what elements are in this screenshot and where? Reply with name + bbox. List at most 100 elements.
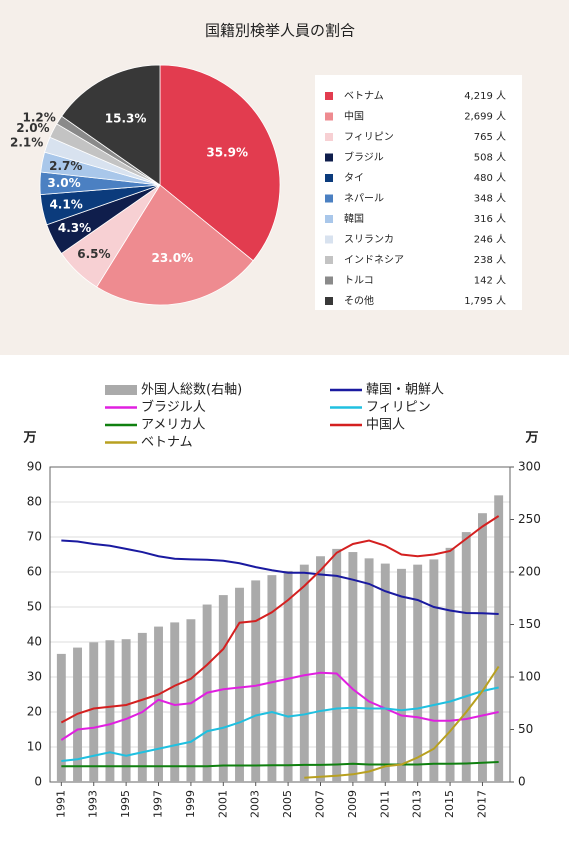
bar xyxy=(89,642,99,782)
legend-label: 韓国 xyxy=(344,213,364,225)
y2-tick-label: 200 xyxy=(518,565,541,579)
y-tick-label: 0 xyxy=(34,775,42,789)
bar xyxy=(413,564,423,782)
legend-swatch xyxy=(325,174,333,182)
legend-swatch xyxy=(325,153,333,162)
legend-label: トルコ xyxy=(344,276,374,287)
bar xyxy=(478,513,487,782)
slice-label: 4.3% xyxy=(58,221,91,235)
y2-tick-label: 250 xyxy=(518,512,541,526)
legend-swatch xyxy=(325,256,333,264)
bar xyxy=(186,619,196,782)
y2-tick-label: 50 xyxy=(518,722,533,736)
legend-label: 中国人 xyxy=(366,418,405,433)
x-tick-label: 1997 xyxy=(152,790,165,818)
line xyxy=(60,515,500,724)
x-tick-label: 2003 xyxy=(249,790,262,818)
bar xyxy=(121,639,131,782)
legend-value: 765 人 xyxy=(474,131,506,143)
bar xyxy=(299,564,309,782)
legend-swatch xyxy=(325,112,333,121)
legend-label: アメリカ人 xyxy=(141,418,205,433)
y-tick-label: 10 xyxy=(27,740,42,754)
legend-label: その他 xyxy=(344,294,374,307)
x-tick-label: 2001 xyxy=(216,790,229,818)
legend-value: 142 人 xyxy=(474,275,506,287)
legend-label: ブラジル xyxy=(344,151,384,164)
legend-swatch xyxy=(325,215,333,223)
y-tick-label: 40 xyxy=(27,635,42,649)
y2-tick-label: 300 xyxy=(518,460,541,474)
legend-label: ネパール xyxy=(344,193,384,205)
x-tick-label: 2015 xyxy=(443,790,456,818)
y-tick-label: 90 xyxy=(27,460,42,474)
slice-label: 23.0% xyxy=(151,251,193,265)
pie-slice xyxy=(159,64,281,262)
slice-label: 1.2% xyxy=(23,110,56,124)
pie-slice xyxy=(96,184,254,306)
slice-label: 2.1% xyxy=(10,136,43,150)
bar xyxy=(56,653,66,782)
y2-axis-unit: 万 xyxy=(524,431,538,446)
legend-value: 480 人 xyxy=(474,172,506,184)
legend-swatch xyxy=(105,385,137,395)
legend-label: ベトナム xyxy=(141,435,193,450)
slice-label: 4.1% xyxy=(49,197,82,211)
y-tick-label: 70 xyxy=(27,530,42,544)
y-axis-unit: 万 xyxy=(22,431,36,446)
bar xyxy=(348,552,358,782)
bar xyxy=(364,558,374,782)
bar xyxy=(170,622,180,782)
bar xyxy=(380,563,390,782)
legend-swatch xyxy=(325,133,333,141)
legend-value: 508 人 xyxy=(474,152,506,164)
line xyxy=(304,665,500,779)
line xyxy=(61,686,499,762)
slice-label: 15.3% xyxy=(105,112,147,126)
legend-label: タイ xyxy=(344,172,364,184)
y-tick-label: 30 xyxy=(27,670,42,684)
legend-label: スリランカ xyxy=(344,234,394,246)
bar xyxy=(267,575,277,782)
y-tick-label: 60 xyxy=(27,565,42,579)
x-tick-label: 1991 xyxy=(54,790,67,818)
bar xyxy=(137,632,147,782)
x-tick-label: 1999 xyxy=(184,790,197,818)
x-tick-label: 2011 xyxy=(378,790,391,818)
y-tick-label: 80 xyxy=(27,495,42,509)
line xyxy=(60,671,499,741)
x-tick-label: 2007 xyxy=(313,790,326,818)
line xyxy=(61,761,499,768)
x-tick-label: 2017 xyxy=(475,790,488,818)
legend-swatch xyxy=(325,297,333,305)
line xyxy=(61,539,499,615)
legend-value: 246 人 xyxy=(474,234,506,246)
legend-value: 1,795 人 xyxy=(464,295,506,307)
legend-label: フィリピン xyxy=(366,400,431,415)
legend-label: 外国人総数(右軸) xyxy=(141,383,242,398)
plot-frame xyxy=(49,466,511,783)
y2-tick-label: 100 xyxy=(518,670,541,684)
x-tick-label: 1995 xyxy=(119,790,132,818)
bar xyxy=(105,640,115,782)
legend-value: 4,219 人 xyxy=(464,90,506,102)
legend-label: フィリピン xyxy=(344,131,394,143)
slice-label: 35.9% xyxy=(206,146,248,160)
slice-label: 2.0% xyxy=(16,121,49,135)
slice-label: 6.5% xyxy=(77,247,110,261)
y2-tick-label: 150 xyxy=(518,617,541,631)
y-tick-label: 20 xyxy=(27,705,42,719)
bar xyxy=(235,587,244,782)
bar xyxy=(316,556,325,782)
bar xyxy=(332,548,342,782)
legend-value: 2,699 人 xyxy=(464,111,506,123)
bar xyxy=(429,559,439,782)
legend-swatch xyxy=(325,194,333,203)
legend-swatch xyxy=(325,235,333,244)
y-tick-label: 50 xyxy=(27,600,42,614)
bar xyxy=(461,532,471,782)
x-tick-label: 2005 xyxy=(281,790,294,818)
bar xyxy=(154,626,163,782)
x-tick-label: 2009 xyxy=(346,790,359,818)
